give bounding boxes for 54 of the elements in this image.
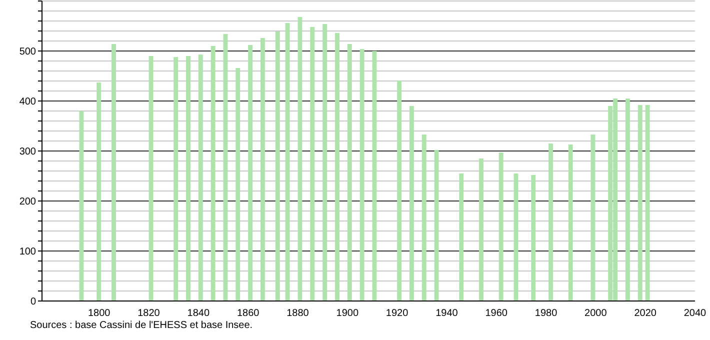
x-tick-label: 1880: [286, 308, 310, 320]
bar: [186, 56, 190, 301]
x-tick-label: 1980: [534, 308, 558, 320]
bar: [210, 46, 216, 301]
bar: [422, 134, 426, 301]
y-tick-label: 400: [19, 96, 36, 108]
bar: [590, 134, 596, 301]
bar: [260, 38, 265, 301]
y-tick-label: 0: [30, 296, 36, 308]
y-tick-label: 200: [19, 196, 36, 208]
x-tick-label: 1920: [386, 308, 409, 320]
bar: [531, 175, 536, 301]
x-tick-label: 1800: [88, 308, 111, 320]
bar: [310, 27, 315, 301]
bar: [434, 150, 439, 301]
bar: [334, 33, 340, 301]
bar: [459, 174, 464, 301]
x-tick-label: 2000: [584, 308, 608, 320]
bar: [548, 144, 553, 301]
bar: [79, 111, 84, 301]
y-tick-label: 300: [19, 146, 36, 158]
x-tick-label: 1860: [236, 308, 260, 320]
x-tick-label: 1960: [485, 308, 508, 320]
bar: [397, 80, 402, 301]
bar: [347, 44, 352, 301]
x-tick-label: 1840: [187, 308, 210, 320]
bar: [645, 105, 650, 301]
bar: [248, 45, 253, 301]
bar: [275, 32, 280, 301]
y-tick-label: 500: [19, 46, 36, 58]
x-tick-label: 2020: [634, 308, 657, 320]
bar: [568, 144, 573, 301]
x-tick-label: 2040: [684, 308, 707, 320]
bar: [285, 23, 290, 301]
source-note: Sources : base Cassini de l'EHESS et base Insee.: [30, 320, 253, 331]
x-tick-label: 1900: [336, 308, 359, 320]
bar: [638, 105, 642, 301]
bar: [360, 49, 364, 301]
bar: [372, 51, 377, 301]
bar: [112, 44, 116, 301]
x-tick-label: 1940: [436, 308, 458, 320]
bar: [498, 152, 504, 301]
bar: [625, 98, 630, 301]
bar: [322, 24, 328, 301]
bar: [514, 174, 518, 301]
bar: [478, 158, 484, 301]
bar: [298, 17, 302, 301]
bar: [174, 57, 178, 301]
y-tick-label: 100: [19, 246, 36, 258]
bar: [96, 82, 102, 301]
bar: [236, 68, 240, 301]
bar: [409, 106, 414, 301]
x-tick-label: 1820: [138, 308, 160, 320]
bar: [198, 54, 203, 301]
